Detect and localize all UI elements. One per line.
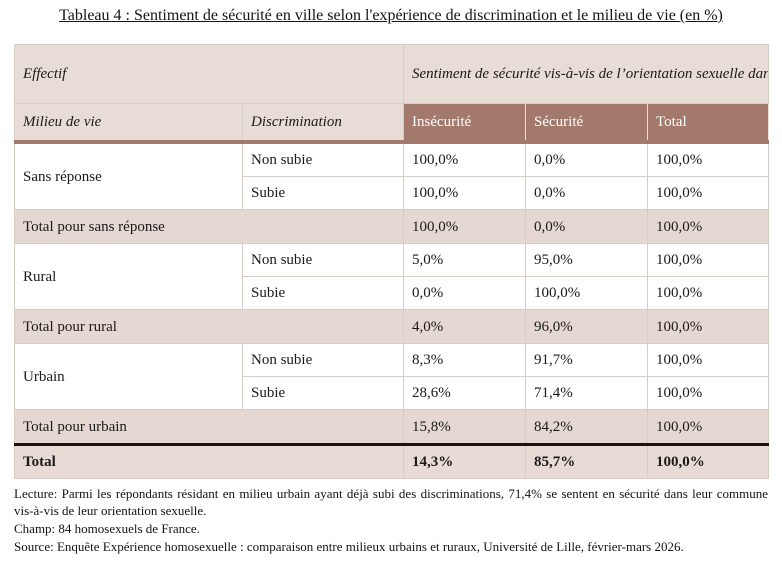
col-header-milieu: Milieu de vie — [14, 103, 243, 144]
table-notes: Lecture: Parmi les répondants résidant e… — [14, 485, 768, 555]
grand-total-label: Total — [13, 443, 405, 479]
value-securite: 95,0% — [525, 243, 649, 277]
value-total: 100,0% — [647, 443, 770, 479]
col-header-securite: Sécurité — [525, 103, 649, 144]
value-insecurite: 0,0% — [403, 276, 527, 310]
value-insecurite: 15,8% — [403, 409, 527, 445]
value-securite: 71,4% — [525, 376, 649, 410]
grand-total-row: Total 14,3% 85,7% 100,0% — [13, 443, 770, 479]
table-row: Subie 0,0% 100,0% 100,0% — [15, 276, 770, 310]
discrimination-cell: Subie — [241, 376, 405, 410]
sentiment-security-table: Effectif Sentiment de sécurité vis-à-vis… — [13, 44, 770, 479]
col-header-total: Total — [647, 103, 770, 144]
milieu-label-sans-reponse: Sans réponse — [14, 141, 243, 210]
note-champ: Champ: 84 homosexuels de France. — [14, 521, 200, 536]
subtotal-label: Total pour rural — [13, 309, 405, 344]
value-insecurite: 100,0% — [403, 141, 527, 177]
note-lecture: Lecture: Parmi les répondants résidant e… — [14, 486, 768, 518]
value-total: 100,0% — [647, 276, 770, 310]
value-total: 100,0% — [647, 243, 770, 277]
value-insecurite: 14,3% — [403, 443, 527, 479]
value-total: 100,0% — [647, 343, 770, 377]
value-insecurite: 100,0% — [403, 176, 527, 210]
subtotal-label: Total pour sans réponse — [13, 209, 405, 244]
value-total: 100,0% — [647, 409, 770, 445]
col-header-insecurite: Insécurité — [403, 103, 527, 144]
milieu-label-rural: Rural — [14, 243, 243, 310]
table-row: Subie 28,6% 71,4% 100,0% — [15, 376, 770, 410]
value-total: 100,0% — [647, 141, 770, 177]
value-securite: 85,7% — [525, 443, 649, 479]
table-row: Sans réponse Non subie 100,0% 0,0% 100,0… — [14, 141, 770, 210]
value-total: 100,0% — [647, 176, 770, 210]
subtotal-label: Total pour urbain — [13, 409, 405, 445]
table-row: Urbain Non subie 8,3% 91,7% 100,0% — [14, 343, 770, 410]
table-title: Tableau 4 : Sentiment de sécurité en vil… — [59, 7, 723, 24]
effectif-header-cell: Effectif — [13, 44, 405, 104]
value-securite: 84,2% — [525, 409, 649, 445]
value-insecurite: 100,0% — [403, 209, 527, 244]
header-row-top: Effectif Sentiment de sécurité vis-à-vis… — [13, 44, 770, 104]
value-securite: 0,0% — [525, 141, 649, 177]
value-total: 100,0% — [647, 309, 770, 344]
value-securite: 0,0% — [525, 176, 649, 210]
value-insecurite: 5,0% — [403, 243, 527, 277]
value-insecurite: 28,6% — [403, 376, 527, 410]
discrimination-cell: Non subie — [241, 141, 405, 177]
subtotal-row-rural: Total pour rural 4,0% 96,0% 100,0% — [13, 309, 770, 344]
header-row-columns: Milieu de vie Discrimination Insécurité … — [14, 103, 770, 144]
value-insecurite: 8,3% — [403, 343, 527, 377]
table-row: Subie 100,0% 0,0% 100,0% — [15, 176, 770, 210]
subtotal-row-sans-reponse: Total pour sans réponse 100,0% 0,0% 100,… — [13, 209, 770, 244]
value-insecurite: 4,0% — [403, 309, 527, 344]
col-header-discrimination: Discrimination — [241, 103, 405, 144]
discrimination-cell: Non subie — [241, 343, 405, 377]
discrimination-cell: Subie — [241, 176, 405, 210]
value-total: 100,0% — [647, 376, 770, 410]
discrimination-cell: Non subie — [241, 243, 405, 277]
table-row: Rural Non subie 5,0% 95,0% 100,0% — [14, 243, 770, 310]
value-total: 100,0% — [647, 209, 770, 244]
milieu-label-urbain: Urbain — [14, 343, 243, 410]
sentiment-header-cell: Sentiment de sécurité vis-à-vis de l’ori… — [403, 44, 770, 104]
value-securite: 0,0% — [525, 209, 649, 244]
value-securite: 100,0% — [525, 276, 649, 310]
discrimination-cell: Subie — [241, 276, 405, 310]
value-securite: 91,7% — [525, 343, 649, 377]
value-securite: 96,0% — [525, 309, 649, 344]
note-source: Source: Enquête Expérience homosexuelle … — [14, 539, 684, 554]
subtotal-row-urbain: Total pour urbain 15,8% 84,2% 100,0% — [13, 409, 770, 445]
